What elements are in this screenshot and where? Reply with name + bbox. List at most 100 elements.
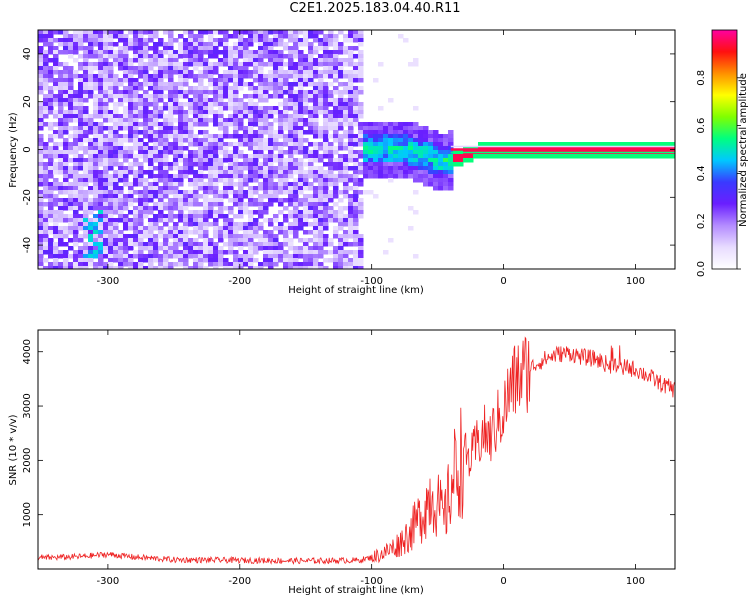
heatmap-cell	[68, 206, 74, 211]
heatmap-cell	[328, 210, 334, 215]
heatmap-cell	[353, 150, 359, 155]
heatmap-cell	[318, 70, 324, 75]
heatmap-cell	[433, 154, 439, 159]
heatmap-cell	[93, 110, 99, 115]
heatmap-cell	[273, 226, 279, 231]
heatmap-cell	[108, 174, 114, 179]
heatmap-cell	[248, 222, 254, 227]
colorbar-tick-label: 0.0	[696, 261, 707, 277]
heatmap-cell	[178, 78, 184, 83]
heatmap-cell	[583, 142, 589, 147]
heatmap-cell	[163, 82, 169, 87]
heatmap-cell	[193, 182, 199, 187]
heatmap-cell	[353, 54, 359, 59]
heatmap-cell	[93, 86, 99, 91]
heatmap-cell	[348, 114, 354, 119]
heatmap-cell	[198, 202, 204, 207]
heatmap-cell	[168, 102, 174, 107]
heatmap-cell	[253, 146, 259, 151]
heatmap-cell	[98, 238, 104, 243]
heatmap-cell	[293, 46, 299, 51]
heatmap-cell	[63, 250, 69, 255]
heatmap-cell	[178, 206, 184, 211]
heatmap-cell	[218, 206, 224, 211]
heatmap-cell	[193, 258, 199, 263]
heatmap-cell	[323, 62, 329, 67]
heatmap-cell	[323, 186, 329, 191]
heatmap-cell	[178, 138, 184, 143]
heatmap-cell	[183, 146, 189, 151]
heatmap-cell	[313, 154, 319, 159]
heatmap-cell	[328, 238, 334, 243]
heatmap-cell	[228, 74, 234, 79]
heatmap-cell	[128, 238, 134, 243]
heatmap-cell	[178, 74, 184, 79]
heatmap-cell	[358, 66, 364, 71]
heatmap-cell	[263, 230, 269, 235]
heatmap-cell	[268, 86, 274, 91]
heatmap-cell	[103, 90, 109, 95]
heatmap-cell	[273, 194, 279, 199]
heatmap-cell	[433, 186, 439, 191]
heatmap-cell	[448, 146, 454, 151]
heatmap-cell	[93, 50, 99, 55]
heatmap-cell	[128, 126, 134, 131]
heatmap-cell	[248, 242, 254, 247]
heatmap-cell	[228, 102, 234, 107]
heatmap-cell	[213, 94, 219, 99]
heatmap-cell	[268, 202, 274, 207]
heatmap-cell	[298, 130, 304, 135]
heatmap-cell	[313, 102, 319, 107]
heatmap-cell	[128, 166, 134, 171]
heatmap-cell	[208, 198, 214, 203]
heatmap-cell	[603, 142, 609, 147]
heatmap-cell	[158, 258, 164, 263]
heatmap-cell	[283, 118, 289, 123]
heatmap-cell	[153, 266, 159, 269]
heatmap-cell	[308, 42, 314, 47]
heatmap-cell	[348, 158, 354, 163]
heatmap-cell	[173, 110, 179, 115]
heatmap-cell	[138, 58, 144, 63]
heatmap-cell	[343, 190, 349, 195]
heatmap-cell	[198, 246, 204, 251]
heatmap-cell	[118, 62, 124, 67]
heatmap-cell	[153, 110, 159, 115]
heatmap-cell	[58, 126, 64, 131]
heatmap-cell	[223, 70, 229, 75]
heatmap-cell	[93, 142, 99, 147]
heatmap-cell	[118, 34, 124, 39]
heatmap-cell	[193, 154, 199, 159]
heatmap-cell	[103, 98, 109, 103]
heatmap-cell	[398, 130, 404, 135]
heatmap-cell	[213, 134, 219, 139]
heatmap-cell	[288, 222, 294, 227]
heatmap-cell	[48, 194, 54, 199]
heatmap-cell	[153, 174, 159, 179]
heatmap-cell	[238, 162, 244, 167]
heatmap-cell	[178, 34, 184, 39]
heatmap-cell	[78, 226, 84, 231]
heatmap-cell	[173, 182, 179, 187]
heatmap-cell	[218, 38, 224, 43]
heatmap-cell	[278, 146, 284, 151]
heatmap-cell	[148, 266, 154, 269]
heatmap-cell	[113, 186, 119, 191]
heatmap-cell	[118, 234, 124, 239]
heatmap-cell	[313, 38, 319, 43]
heatmap-cell	[53, 218, 59, 223]
heatmap-cell	[303, 262, 309, 267]
heatmap-cell	[98, 262, 104, 267]
heatmap-cell	[133, 242, 139, 247]
heatmap-cell	[298, 190, 304, 195]
heatmap-cell	[63, 266, 69, 269]
heatmap-cell	[338, 46, 344, 51]
heatmap-cell	[83, 258, 89, 263]
heatmap-cell	[408, 166, 414, 171]
heatmap-cell	[303, 54, 309, 59]
heatmap-cell	[73, 134, 79, 139]
heatmap-cell	[143, 78, 149, 83]
heatmap-cell	[258, 206, 264, 211]
heatmap-cell	[43, 218, 49, 223]
heatmap-cell	[93, 190, 99, 195]
